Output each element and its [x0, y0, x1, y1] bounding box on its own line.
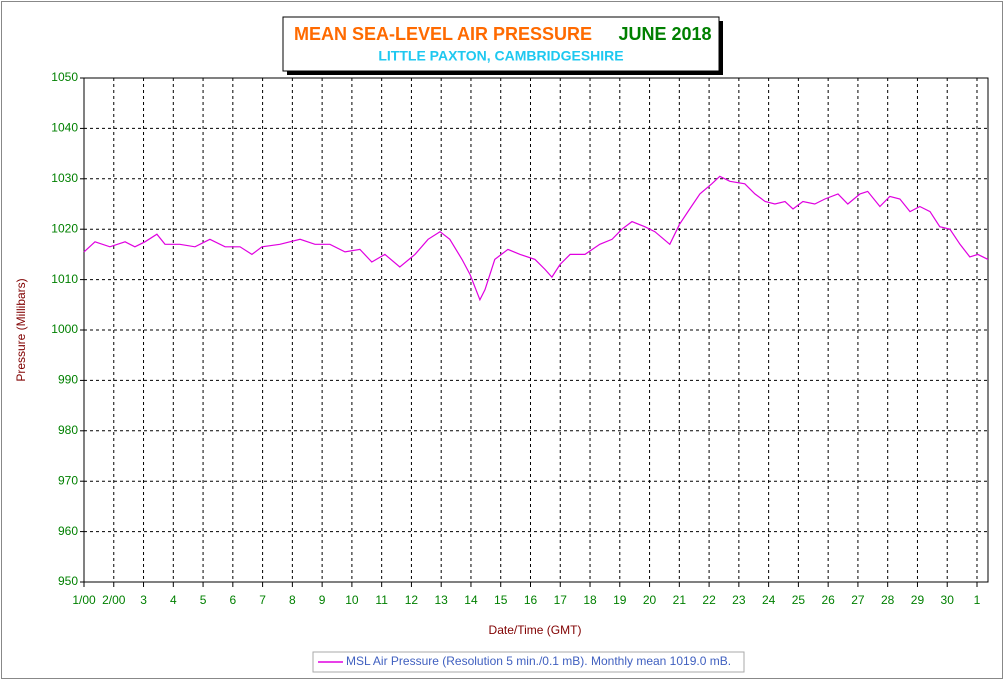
legend-label: MSL Air Pressure (Resolution 5 min./0.1 …	[346, 654, 731, 668]
x-tick-label: 19	[613, 593, 627, 607]
x-tick-label: 25	[792, 593, 806, 607]
chart-period: JUNE 2018	[618, 24, 711, 44]
x-tick-label: 10	[345, 593, 359, 607]
x-tick-label: 11	[375, 593, 388, 607]
x-tick-label: 1	[974, 593, 981, 607]
x-tick-label: 22	[702, 593, 716, 607]
x-tick-label: 1/00	[72, 593, 96, 607]
y-tick-label: 950	[58, 574, 78, 588]
x-tick-label: 21	[673, 593, 687, 607]
y-tick-label: 980	[58, 423, 78, 437]
x-tick-label: 29	[911, 593, 925, 607]
x-tick-label: 28	[881, 593, 895, 607]
y-tick-label: 1000	[51, 322, 78, 336]
x-tick-label: 26	[821, 593, 835, 607]
x-tick-label: 27	[851, 593, 865, 607]
chart-subtitle: LITTLE PAXTON, CAMBRIDGESHIRE	[378, 48, 623, 64]
y-tick-label: 970	[58, 473, 78, 487]
x-axis-label: Date/Time (GMT)	[489, 623, 582, 637]
x-tick-label: 12	[405, 593, 419, 607]
y-tick-label: 1020	[51, 221, 78, 235]
x-tick-label: 24	[762, 593, 776, 607]
x-tick-label: 14	[464, 593, 478, 607]
pressure-line	[83, 175, 989, 302]
x-tick-label: 18	[583, 593, 597, 607]
y-axis-label: Pressure (Millibars)	[14, 278, 28, 381]
title-box	[282, 16, 720, 72]
y-tick-label: 1010	[51, 272, 78, 286]
y-tick-label: 1050	[51, 70, 78, 84]
x-tick-label: 7	[259, 593, 266, 607]
x-tick-label: 30	[941, 593, 955, 607]
legend-box	[312, 651, 745, 673]
plot-border	[83, 77, 989, 583]
x-tick-label: 17	[554, 593, 568, 607]
x-tick-label: 5	[200, 593, 207, 607]
x-tick-label: 6	[229, 593, 236, 607]
x-tick-label: 16	[524, 593, 538, 607]
x-tick-label: 15	[494, 593, 508, 607]
x-tick-label: 8	[289, 593, 296, 607]
x-tick-label: 20	[643, 593, 657, 607]
y-tick-label: 960	[58, 524, 78, 538]
x-tick-label: 2/00	[102, 593, 126, 607]
x-tick-label: 3	[140, 593, 147, 607]
x-tick-label: 13	[435, 593, 449, 607]
y-tick-label: 990	[58, 373, 78, 387]
x-tick-label: 9	[319, 593, 326, 607]
y-tick-label: 1030	[51, 171, 78, 185]
x-tick-label: 4	[170, 593, 177, 607]
chart-title: MEAN SEA-LEVEL AIR PRESSURE	[294, 24, 592, 44]
y-tick-label: 1040	[51, 121, 78, 135]
x-tick-label: 23	[732, 593, 746, 607]
